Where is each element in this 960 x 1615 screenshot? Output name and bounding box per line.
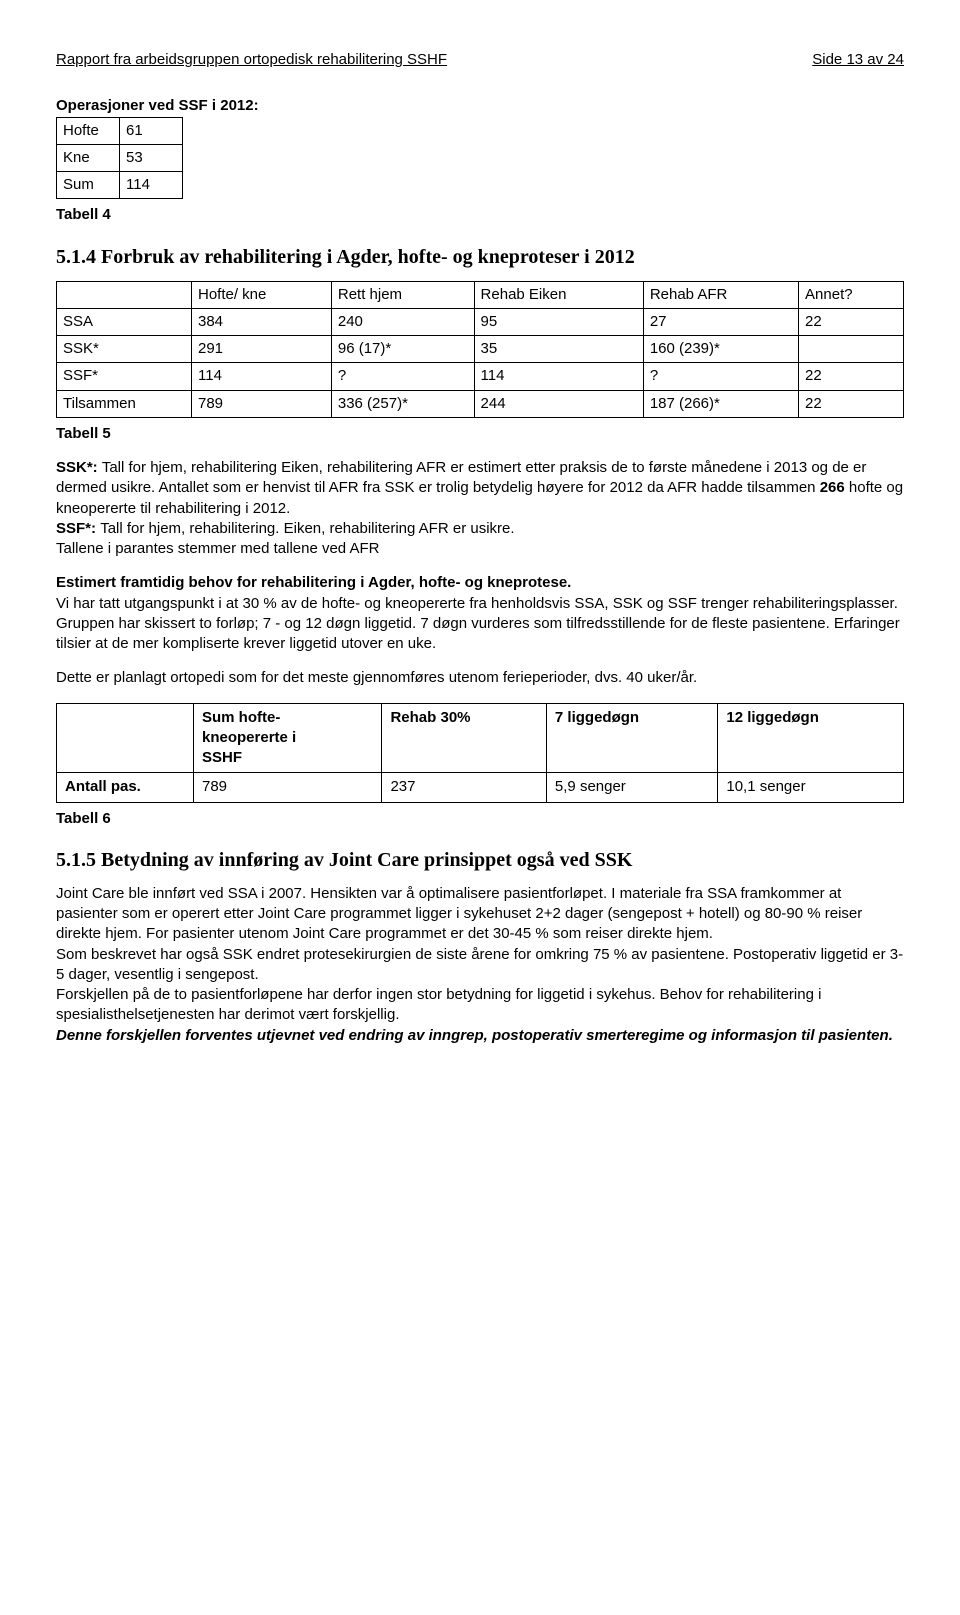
table-row: SSA 384 240 95 27 22	[57, 308, 904, 335]
cell: 291	[192, 336, 332, 363]
cell: 789	[194, 773, 382, 802]
cell: Rett hjem	[331, 281, 474, 308]
cell: ?	[643, 363, 798, 390]
cell: Annet?	[799, 281, 904, 308]
cell: 336 (257)*	[331, 390, 474, 417]
cell: 12 liggedøgn	[718, 703, 904, 773]
table-row: Kne53	[57, 144, 183, 171]
section-514-heading: 5.1.4 Forbruk av rehabilitering i Agder,…	[56, 244, 904, 271]
estimate-para2: Dette er planlagt ortopedi som for det m…	[56, 668, 904, 688]
cell	[57, 281, 192, 308]
cell: Rehab Eiken	[474, 281, 643, 308]
cell: 22	[799, 390, 904, 417]
cell: 95	[474, 308, 643, 335]
estimate-block: Estimert framtidig behov for rehabiliter…	[56, 573, 904, 654]
cell: Hofte/ kne	[192, 281, 332, 308]
cell: 27	[643, 308, 798, 335]
s515-p1: Joint Care ble innført ved SSA i 2007. H…	[56, 884, 904, 945]
cell: 53	[120, 144, 183, 171]
cell: 5,9 senger	[546, 773, 717, 802]
page-header: Rapport fra arbeidsgruppen ortopedisk re…	[56, 50, 904, 70]
section-515-heading: 5.1.5 Betydning av innføring av Joint Ca…	[56, 847, 904, 874]
table-row: SSF* 114 ? 114 ? 22	[57, 363, 904, 390]
cell	[799, 336, 904, 363]
table4: Hofte61 Kne53 Sum114	[56, 117, 183, 200]
estimate-para1: Vi har tatt utgangspunkt i at 30 % av de…	[56, 595, 900, 653]
cell: 114	[192, 363, 332, 390]
cell: 96 (17)*	[331, 336, 474, 363]
estimate-title: Estimert framtidig behov for rehabiliter…	[56, 574, 571, 591]
cell: 7 liggedøgn	[546, 703, 717, 773]
cell: 114	[474, 363, 643, 390]
cell: 10,1 senger	[718, 773, 904, 802]
cell: Rehab 30%	[382, 703, 546, 773]
cell: 244	[474, 390, 643, 417]
table6-caption: Tabell 6	[56, 809, 904, 829]
cell: 61	[120, 117, 183, 144]
table5: Hofte/ kne Rett hjem Rehab Eiken Rehab A…	[56, 281, 904, 418]
note-ssk: SSK*: Tall for hjem, rehabilitering Eike…	[56, 458, 904, 559]
table-row: Sum114	[57, 172, 183, 199]
cell: SSK*	[57, 336, 192, 363]
cell: 114	[120, 172, 183, 199]
cell	[57, 703, 194, 773]
cell: Hofte	[57, 117, 120, 144]
cell: Kne	[57, 144, 120, 171]
note-ssk-266: 266	[820, 479, 849, 496]
cell: Tilsammen	[57, 390, 192, 417]
table-row: Hofte61	[57, 117, 183, 144]
note-ssk-label: SSK*:	[56, 459, 102, 476]
table-row: Tilsammen 789 336 (257)* 244 187 (266)* …	[57, 390, 904, 417]
cell: 240	[331, 308, 474, 335]
table5-caption: Tabell 5	[56, 424, 904, 444]
cell: 160 (239)*	[643, 336, 798, 363]
cell: 789	[192, 390, 332, 417]
s515-p2: Som beskrevet har også SSK endret protes…	[56, 945, 904, 986]
cell: Sum hofte- kneopererte i SSHF	[194, 703, 382, 773]
cell: 35	[474, 336, 643, 363]
cell: 22	[799, 308, 904, 335]
cell: 187 (266)*	[643, 390, 798, 417]
table-row: Antall pas. 789 237 5,9 senger 10,1 seng…	[57, 773, 904, 802]
cell: 22	[799, 363, 904, 390]
table6: Sum hofte- kneopererte i SSHF Rehab 30% …	[56, 703, 904, 803]
cell: 237	[382, 773, 546, 802]
header-right: Side 13 av 24	[812, 50, 904, 70]
s515-p3: Forskjellen på de to pasientforløpene ha…	[56, 985, 904, 1026]
table4-title: Operasjoner ved SSF i 2012:	[56, 96, 904, 116]
note-ssk-text: Tall for hjem, rehabilitering Eiken, reh…	[56, 459, 866, 496]
cell: SSA	[57, 308, 192, 335]
s515-bold-ital: Denne forskjellen forventes utjevnet ved…	[56, 1026, 904, 1046]
note-ssf-label: SSF*:	[56, 520, 100, 537]
table4-caption: Tabell 4	[56, 205, 904, 225]
note-parantes: Tallene i parantes stemmer med tallene v…	[56, 540, 380, 557]
cell: Sum	[57, 172, 120, 199]
table-row: Hofte/ kne Rett hjem Rehab Eiken Rehab A…	[57, 281, 904, 308]
table-row: SSK* 291 96 (17)* 35 160 (239)*	[57, 336, 904, 363]
table-row: Sum hofte- kneopererte i SSHF Rehab 30% …	[57, 703, 904, 773]
header-left: Rapport fra arbeidsgruppen ortopedisk re…	[56, 50, 447, 70]
cell: Antall pas.	[57, 773, 194, 802]
cell: 384	[192, 308, 332, 335]
cell: Rehab AFR	[643, 281, 798, 308]
cell: SSF*	[57, 363, 192, 390]
note-ssf-text: Tall for hjem, rehabilitering. Eiken, re…	[100, 520, 514, 537]
cell: ?	[331, 363, 474, 390]
